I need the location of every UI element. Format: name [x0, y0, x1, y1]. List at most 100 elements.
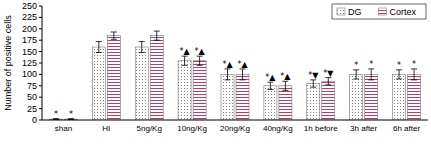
error-line: [141, 42, 142, 53]
y-tick-label: 200: [22, 24, 37, 34]
bar: [221, 74, 234, 120]
error-bar: [96, 42, 102, 53]
error-cap: [96, 41, 102, 42]
bar: [178, 61, 191, 120]
annotation: *▲: [237, 60, 248, 69]
bar: [135, 47, 148, 120]
legend-label: DG: [348, 7, 362, 17]
error-cap: [111, 39, 117, 40]
error-cap: [396, 78, 402, 79]
bar: [365, 74, 378, 120]
annotation: *▲: [180, 47, 191, 56]
bar: [279, 86, 292, 120]
error-cap: [154, 40, 160, 41]
error-cap: [368, 79, 374, 80]
error-line: [356, 70, 357, 79]
annotation: *: [397, 61, 401, 70]
bar: [393, 74, 406, 120]
legend-frame: [332, 4, 426, 19]
y-tick-label: 250: [22, 1, 37, 11]
error-bar: [325, 78, 331, 85]
error-bar: [182, 56, 188, 65]
annotation: *: [54, 110, 58, 119]
y-axis: [42, 6, 43, 120]
error-cap: [139, 41, 145, 42]
x-tick-label: 1h before: [304, 124, 338, 133]
legend-swatch: [379, 8, 387, 15]
x-tick-label: 3h after: [350, 124, 377, 133]
error-line: [285, 81, 286, 90]
error-line: [184, 56, 185, 65]
error-cap: [111, 31, 117, 32]
error-line: [328, 78, 329, 85]
error-bar: [225, 69, 231, 80]
y-tick-label: 175: [22, 35, 37, 45]
y-tick-label: 0: [32, 115, 37, 125]
x-tick-label: HI: [102, 124, 110, 133]
error-cap: [139, 52, 145, 53]
error-cap: [240, 79, 246, 80]
error-bar: [154, 31, 160, 40]
error-line: [227, 69, 228, 80]
error-bar: [396, 70, 402, 79]
bar: [193, 61, 206, 120]
error-bar: [139, 42, 145, 53]
error-bar: [368, 69, 374, 80]
legend: DG Cortex: [332, 4, 426, 19]
annotation: *▲: [222, 60, 233, 69]
annotation: *▲: [280, 72, 291, 81]
x-tick-label: 6h after: [393, 124, 420, 133]
bar: [322, 81, 335, 120]
bar: [92, 47, 105, 120]
error-bar: [282, 81, 288, 90]
y-tick-label: 50: [27, 92, 37, 102]
error-bar: [310, 80, 316, 87]
error-line: [113, 32, 114, 39]
error-cap: [353, 78, 359, 79]
error-bar: [197, 56, 203, 65]
legend-label: Cortex: [390, 7, 417, 17]
x-tick-label: 20ng/Kg: [220, 124, 250, 133]
error-cap: [197, 65, 203, 66]
error-line: [156, 31, 157, 40]
error-line: [242, 69, 243, 80]
bar: [236, 74, 249, 120]
y-axis-label: Number of positive cells: [3, 15, 13, 111]
annotation: *▲: [195, 47, 206, 56]
error-cap: [310, 87, 316, 88]
y-tick-label: 25: [27, 104, 37, 114]
bar: [307, 84, 320, 120]
legend-swatch: [337, 8, 345, 15]
bar: [264, 86, 277, 120]
annotation: *: [412, 60, 416, 69]
x-tick-label: 40ng/Kg: [263, 124, 293, 133]
error-cap: [182, 65, 188, 66]
error-bar: [111, 32, 117, 39]
error-bar: [267, 82, 273, 89]
error-bar: [353, 70, 359, 79]
x-tick-label: 5ng/Kg: [137, 124, 162, 133]
bar: [107, 36, 120, 120]
y-tick-label: 75: [27, 81, 37, 91]
annotation: *: [69, 110, 73, 119]
error-cap: [96, 52, 102, 53]
error-cap: [325, 84, 331, 85]
error-line: [371, 69, 372, 80]
error-line: [313, 80, 314, 87]
error-line: [414, 69, 415, 80]
error-cap: [411, 79, 417, 80]
x-tick-label: 10ng/Kg: [177, 124, 207, 133]
x-axis: [42, 120, 428, 121]
bar: [408, 74, 421, 120]
y-tick-label: 225: [22, 12, 37, 22]
annotation: *▼: [308, 71, 319, 80]
y-tick-label: 150: [22, 47, 37, 57]
error-line: [199, 56, 200, 65]
annotation: *: [354, 61, 358, 70]
annotation: *▲: [265, 73, 276, 82]
bar: [150, 36, 163, 120]
error-line: [270, 82, 271, 89]
annotation: *: [369, 60, 373, 69]
bar: [350, 74, 363, 120]
error-bar: [240, 69, 246, 80]
